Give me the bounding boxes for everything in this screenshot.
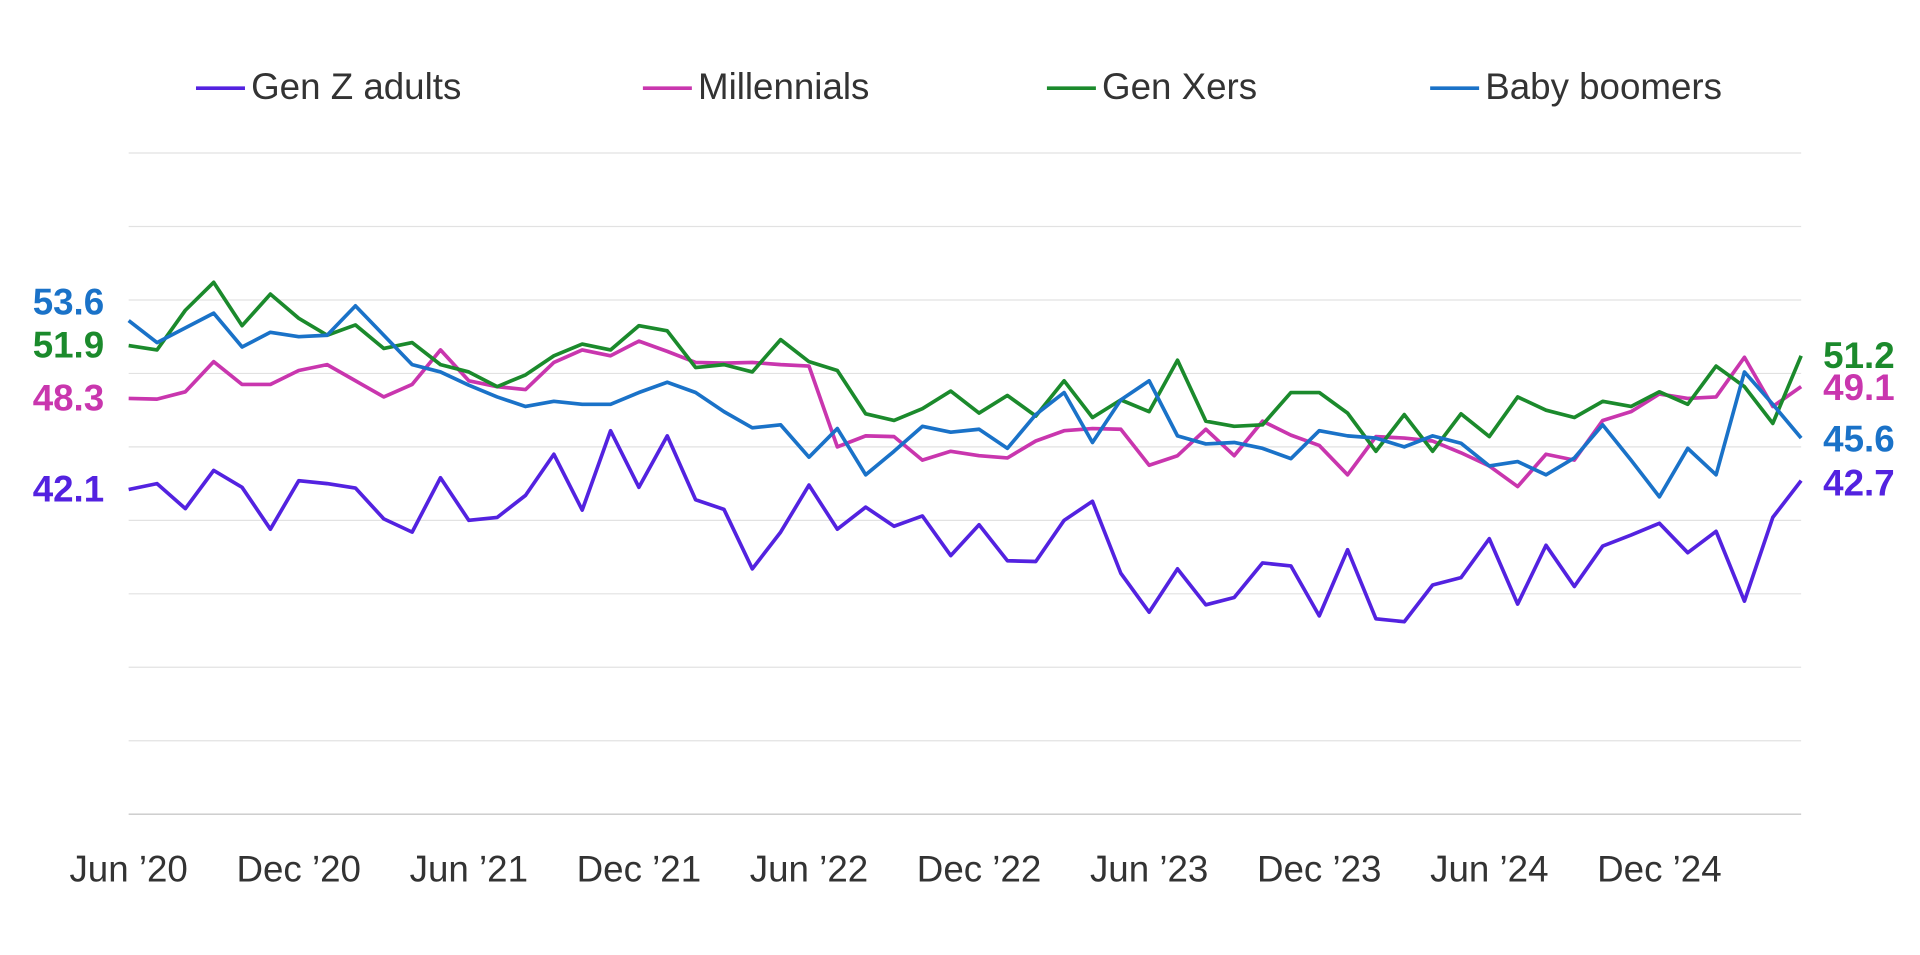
x-tick-label: Jun ’20 [69,848,187,889]
legend-label: Baby boomers [1485,66,1722,107]
x-tick-label: Dec ’20 [236,848,360,889]
x-tick-label: Jun ’23 [1090,848,1208,889]
series-line [127,304,1803,499]
end-value-label: 51.2 [1823,335,1894,376]
end-value-label: 49.1 [1823,367,1894,408]
series-line [128,339,1803,489]
end-value-label: 42.7 [1823,462,1894,503]
x-tick-label: Jun ’22 [750,848,868,889]
x-tick-label: Dec ’22 [917,848,1042,889]
x-tick-label: Jun ’21 [410,848,528,889]
series-line [128,280,1803,454]
start-value-label: 51.9 [33,325,104,366]
legend-label: Gen Xers [1102,66,1257,107]
legend-label: Millennials [698,66,869,107]
x-tick-label: Jun ’24 [1430,848,1548,889]
end-value-label: 45.6 [1823,418,1894,459]
x-tick-label: Dec ’21 [577,848,702,889]
x-tick-label: Dec ’24 [1597,848,1722,889]
series-line [128,428,1803,624]
start-value-label: 48.3 [33,378,104,419]
legend-label: Gen Z adults [251,66,461,107]
start-value-label: 42.1 [33,469,104,510]
start-value-label: 53.6 [33,281,104,322]
x-tick-label: Dec ’23 [1257,848,1382,889]
